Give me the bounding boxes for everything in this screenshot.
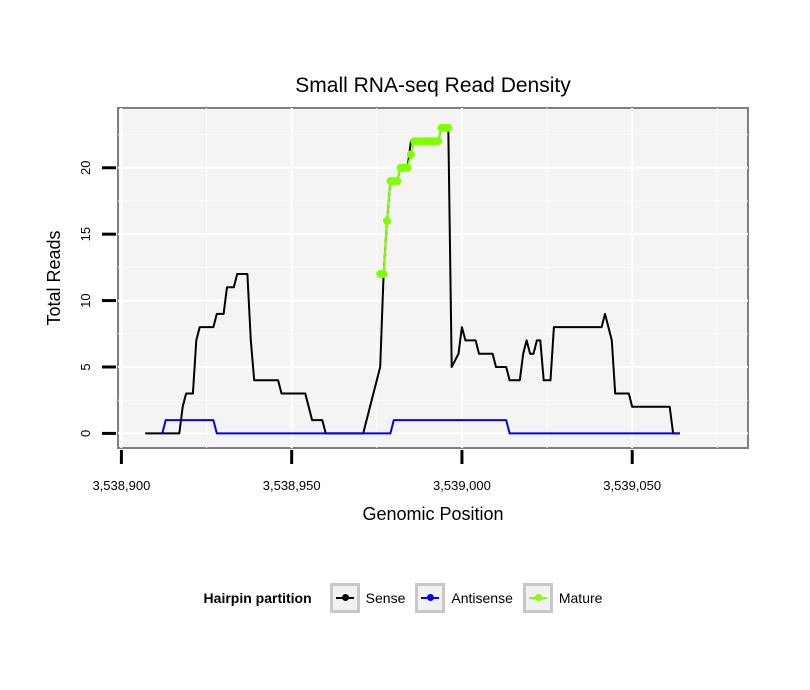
legend-label-antisense: Antisense: [451, 590, 513, 606]
y-axis-label: Total Reads: [44, 230, 64, 325]
y-tick-label: 0: [78, 430, 93, 437]
mature-point: [383, 216, 392, 225]
legend-item-antisense: Antisense: [415, 583, 513, 613]
plot-panel: [117, 107, 749, 449]
legend-key-sense: [329, 583, 360, 613]
mature-point: [393, 177, 402, 186]
y-tick-label: 20: [78, 161, 93, 175]
y-tick-label: 10: [78, 293, 93, 307]
y-tick-label: 5: [78, 363, 93, 370]
grid-lines: [118, 108, 748, 448]
y-tick-label: 15: [78, 227, 93, 241]
x-tick-label: 3,538,900: [92, 478, 150, 493]
mature-point: [403, 163, 412, 172]
mature-point: [444, 123, 453, 132]
mature-point: [379, 270, 388, 279]
mature-point: [406, 150, 415, 159]
mature-point: [434, 137, 443, 146]
x-tick-label: 3,538,950: [263, 478, 321, 493]
x-tick-label: 3,539,000: [433, 478, 491, 493]
legend-title: Hairpin partition: [203, 590, 312, 606]
axes: 3,538,900 3,538,950 3,539,000 3,539,050 0 5 10…: [78, 161, 661, 493]
legend-key-mature: [522, 583, 553, 613]
legend-item-mature: Mature: [522, 583, 603, 613]
legend-label-sense: Sense: [365, 590, 406, 606]
legend-item-sense: Sense: [329, 583, 406, 613]
legend-key-antisense: [415, 583, 446, 613]
antisense-series-line: [161, 419, 680, 435]
chart-title: Small RNA-seq Read Density: [295, 74, 571, 97]
legend: Hairpin partition Sense Antisense Mature: [0, 580, 810, 616]
legend-label-mature: Mature: [558, 590, 603, 606]
x-tick-label: 3,539,050: [603, 478, 661, 493]
x-axis-label: Genomic Position: [362, 504, 503, 524]
series-layer: [145, 123, 680, 435]
